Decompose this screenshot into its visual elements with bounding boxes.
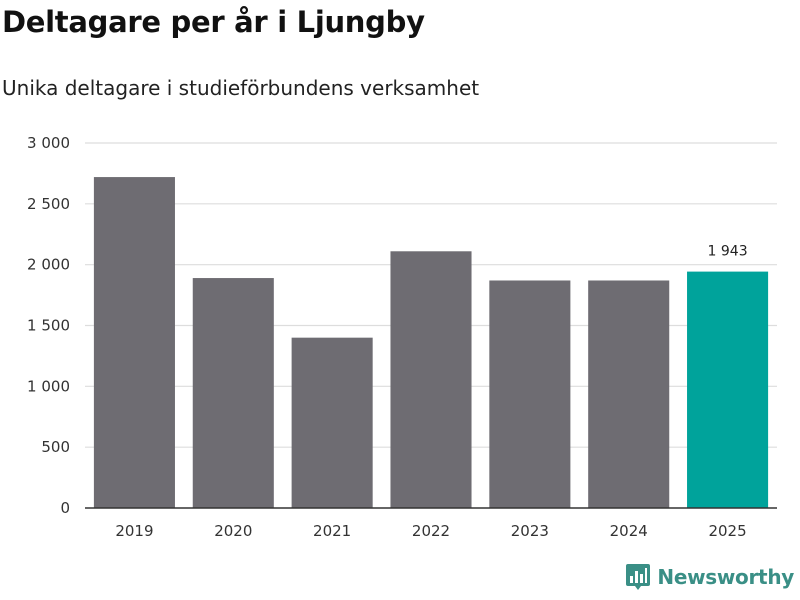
- bar-2025: [687, 271, 769, 508]
- x-tick-label: 2023: [511, 522, 549, 540]
- bar-2019: [93, 177, 175, 509]
- y-tick-label: 2 000: [27, 256, 70, 274]
- bars: [93, 177, 769, 509]
- y-tick-label: 1 500: [27, 317, 70, 335]
- x-tick-label: 2025: [708, 522, 746, 540]
- bar-2021: [291, 337, 373, 508]
- y-tick-label: 1 000: [27, 377, 70, 395]
- y-tick-label: 3 000: [27, 134, 70, 152]
- chart-subtitle: Unika deltagare i studieförbundens verks…: [2, 76, 480, 100]
- y-tick-label: 0: [60, 499, 70, 517]
- chart-title: Deltagare per år i Ljungby: [2, 5, 425, 39]
- brand-name: Newsworthy: [657, 565, 794, 589]
- x-tick-label: 2024: [610, 522, 648, 540]
- x-tick-label: 2022: [412, 522, 450, 540]
- y-tick-label: 2 500: [27, 195, 70, 213]
- labels: 0 500 1 000 1 500 2 000 2 500 3 000 2019 2020 202…: [27, 134, 748, 540]
- brand-logo: Newsworthy: [625, 562, 794, 592]
- bar-chart-badge-icon: [626, 564, 651, 590]
- x-tick-label: 2020: [214, 522, 252, 540]
- x-tick-label: 2019: [115, 522, 153, 540]
- x-tick-label: 2021: [313, 522, 351, 540]
- data-label: 1 943: [708, 244, 748, 260]
- bar-2022: [390, 251, 472, 509]
- y-tick-label: 500: [41, 438, 70, 456]
- bar-2024: [588, 280, 670, 508]
- bar-2023: [489, 280, 571, 508]
- bar-2020: [192, 278, 274, 508]
